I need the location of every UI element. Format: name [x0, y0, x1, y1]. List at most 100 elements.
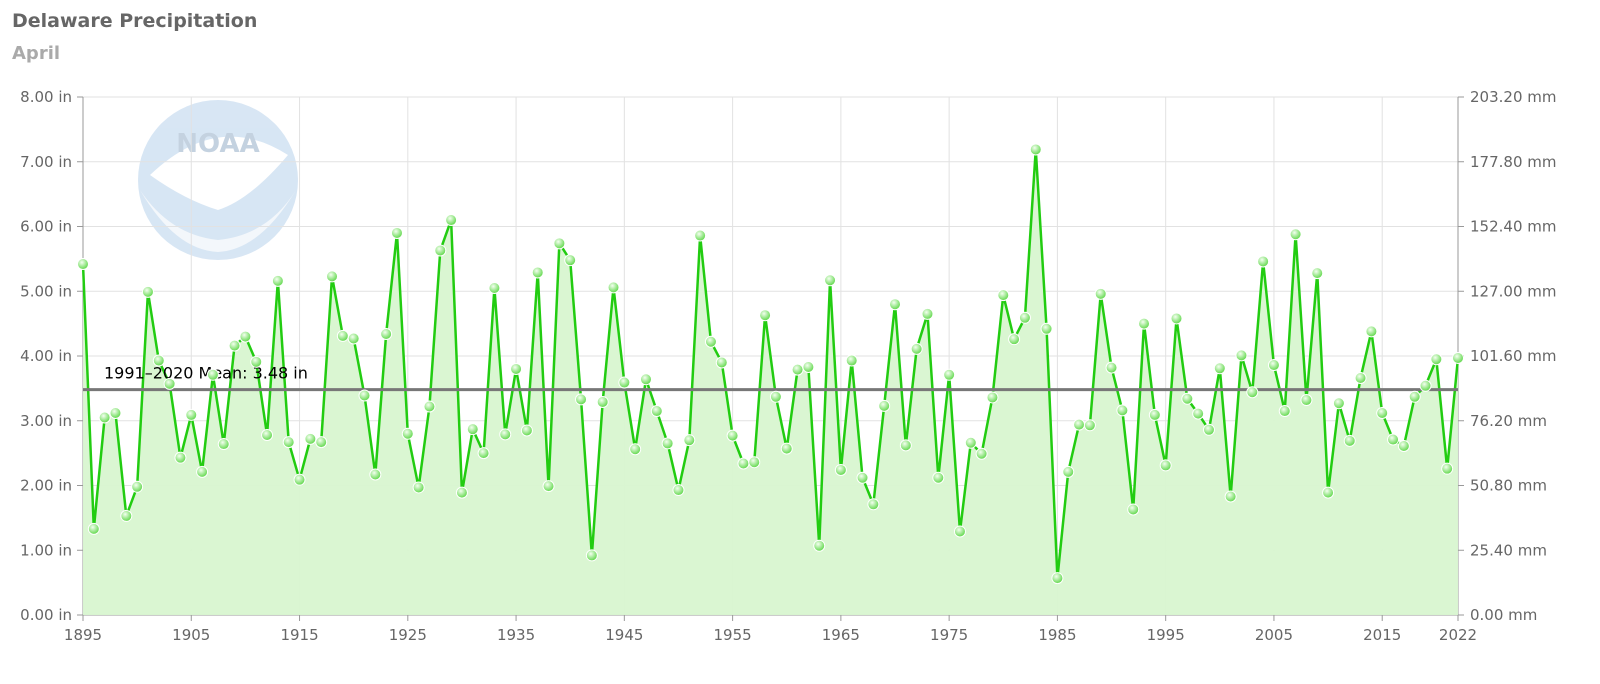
data-point[interactable]	[813, 539, 826, 552]
data-point[interactable]	[1246, 386, 1259, 399]
data-point[interactable]	[759, 309, 772, 322]
data-point[interactable]	[867, 498, 880, 511]
data-point[interactable]	[943, 368, 956, 381]
data-point[interactable]	[1213, 362, 1226, 375]
data-point[interactable]	[1051, 572, 1064, 585]
data-point[interactable]	[1192, 407, 1205, 420]
data-point[interactable]	[1224, 490, 1237, 503]
data-point[interactable]	[250, 355, 263, 368]
data-point[interactable]	[271, 274, 284, 287]
data-point[interactable]	[715, 356, 728, 369]
data-point[interactable]	[726, 429, 739, 442]
data-point[interactable]	[878, 399, 891, 412]
data-point[interactable]	[401, 427, 414, 440]
data-point[interactable]	[174, 451, 187, 464]
data-point[interactable]	[856, 471, 869, 484]
data-point[interactable]	[109, 406, 122, 419]
data-point[interactable]	[531, 266, 544, 279]
data-point[interactable]	[542, 480, 555, 493]
data-point[interactable]	[488, 282, 501, 295]
data-point[interactable]	[1148, 408, 1161, 421]
data-point[interactable]	[282, 436, 295, 449]
data-point[interactable]	[899, 439, 912, 452]
data-point[interactable]	[423, 400, 436, 413]
data-point[interactable]	[1257, 255, 1270, 268]
data-point[interactable]	[347, 332, 360, 345]
data-point[interactable]	[1062, 465, 1075, 478]
data-point[interactable]	[1181, 392, 1194, 405]
data-point[interactable]	[261, 429, 274, 441]
data-point[interactable]	[77, 258, 89, 271]
data-point[interactable]	[369, 468, 382, 481]
data-point[interactable]	[737, 457, 750, 470]
data-point[interactable]	[445, 214, 458, 227]
data-point[interactable]	[141, 285, 154, 298]
data-point[interactable]	[1073, 418, 1086, 431]
data-point[interactable]	[704, 335, 717, 348]
data-point[interactable]	[293, 473, 306, 486]
data-point[interactable]	[834, 463, 847, 476]
data-point[interactable]	[412, 481, 425, 494]
data-point[interactable]	[131, 480, 144, 493]
data-point[interactable]	[639, 373, 652, 386]
data-point[interactable]	[1441, 462, 1454, 475]
data-point[interactable]	[163, 377, 176, 390]
data-point[interactable]	[748, 456, 761, 469]
data-point[interactable]	[672, 484, 685, 497]
data-point[interactable]	[1397, 440, 1410, 452]
data-point[interactable]	[683, 434, 696, 447]
data-point[interactable]	[1365, 325, 1378, 338]
data-point[interactable]	[575, 393, 588, 406]
data-point[interactable]	[1008, 333, 1021, 346]
data-point[interactable]	[1159, 459, 1172, 472]
data-point[interactable]	[932, 471, 945, 484]
data-point[interactable]	[455, 486, 468, 499]
data-point[interactable]	[921, 307, 934, 320]
data-point[interactable]	[585, 549, 598, 562]
data-point[interactable]	[1343, 434, 1356, 447]
data-point[interactable]	[1094, 287, 1107, 300]
data-point[interactable]	[499, 428, 512, 441]
data-point[interactable]	[510, 362, 523, 375]
data-point[interactable]	[769, 390, 782, 403]
data-point[interactable]	[1018, 311, 1031, 324]
data-point[interactable]	[694, 229, 707, 242]
data-point[interactable]	[1311, 267, 1324, 280]
data-point[interactable]	[315, 436, 328, 449]
data-point[interactable]	[1332, 397, 1345, 410]
data-point[interactable]	[228, 339, 241, 352]
data-point[interactable]	[975, 447, 988, 460]
data-point[interactable]	[152, 354, 165, 367]
data-point[interactable]	[1387, 433, 1400, 446]
data-point[interactable]	[997, 289, 1010, 302]
data-point[interactable]	[1430, 353, 1443, 366]
data-point[interactable]	[1138, 317, 1151, 330]
data-point[interactable]	[1452, 351, 1464, 364]
data-point[interactable]	[1170, 312, 1183, 325]
data-point[interactable]	[1127, 503, 1140, 516]
data-point[interactable]	[1202, 423, 1215, 436]
data-point[interactable]	[1040, 322, 1053, 335]
data-point[interactable]	[1419, 379, 1432, 392]
data-point[interactable]	[1267, 359, 1280, 372]
data-point[interactable]	[206, 368, 219, 381]
data-point[interactable]	[1278, 405, 1291, 418]
data-point[interactable]	[618, 376, 631, 389]
data-point[interactable]	[434, 244, 447, 257]
data-point[interactable]	[1300, 394, 1313, 407]
data-point[interactable]	[910, 342, 923, 355]
data-point[interactable]	[629, 443, 642, 456]
data-point[interactable]	[120, 509, 133, 522]
data-point[interactable]	[217, 438, 230, 451]
data-point[interactable]	[196, 465, 209, 478]
data-point[interactable]	[304, 432, 317, 445]
data-point[interactable]	[1105, 361, 1118, 374]
data-point[interactable]	[1376, 406, 1389, 419]
data-point[interactable]	[1083, 419, 1096, 432]
data-point[interactable]	[1116, 404, 1129, 417]
data-point[interactable]	[477, 447, 490, 460]
data-point[interactable]	[380, 327, 393, 340]
data-point[interactable]	[791, 363, 804, 376]
data-point[interactable]	[986, 391, 999, 404]
data-point[interactable]	[98, 411, 111, 424]
